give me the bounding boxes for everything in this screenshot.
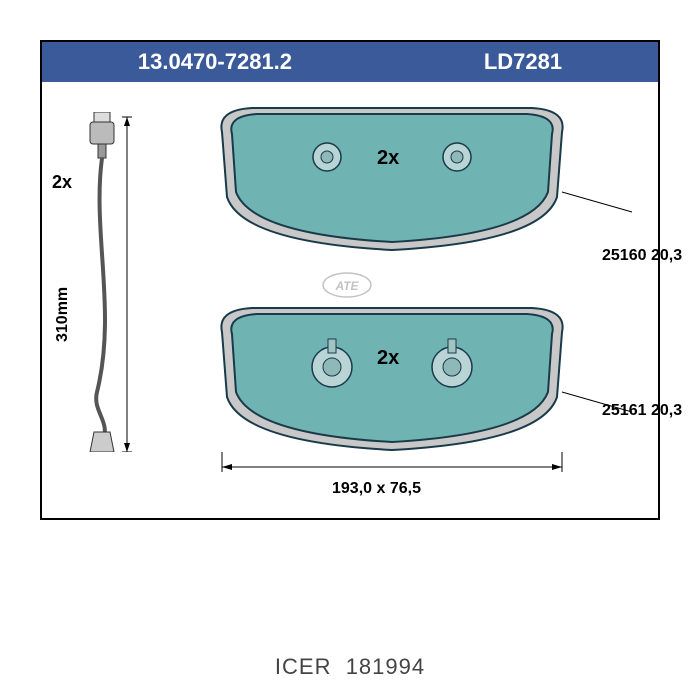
ate-logo: ATE — [322, 272, 372, 301]
pad-top-qty: 2x — [377, 147, 399, 170]
pad-dimensions: 193,0 x 76,5 — [332, 480, 421, 498]
pad-bottom-qty: 2x — [377, 347, 399, 370]
wear-sensor — [72, 112, 132, 452]
header-bar: 13.0470-7281.2 LD7281 — [42, 42, 658, 82]
brand-footer: ICER 181994 — [0, 654, 700, 680]
brand-code: 181994 — [346, 654, 425, 679]
sensor-length-label: 310mm — [54, 287, 72, 342]
header-code: LD7281 — [484, 49, 562, 75]
pad-area: 2x 25160 20,3 — [192, 102, 592, 482]
pad-top-ref: 25160 20,3 — [602, 247, 682, 265]
pad-bottom-ref: 25161 20,3 — [602, 402, 682, 420]
brand-name: ICER — [275, 654, 332, 679]
sensor-qty-label: 2x — [52, 172, 72, 193]
svg-text:ATE: ATE — [334, 279, 359, 293]
brake-pad-bottom: 2x — [212, 302, 572, 452]
header-part-number: 13.0470-7281.2 — [138, 49, 292, 75]
brake-pad-top: 2x — [212, 102, 572, 252]
diagram-frame: 13.0470-7281.2 LD7281 2x 310mm — [40, 40, 660, 520]
